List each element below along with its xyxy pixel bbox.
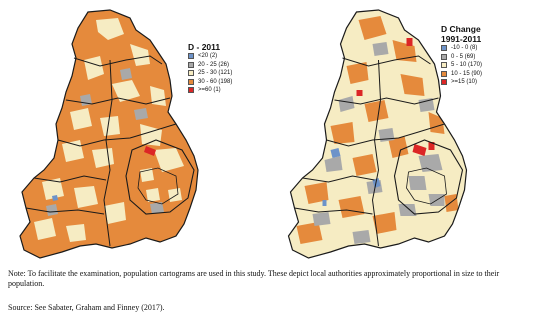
cartogram-regions bbox=[288, 10, 467, 258]
legend-swatch bbox=[441, 53, 447, 60]
legend-title: D Change bbox=[441, 24, 481, 34]
legend-item: -10 - 0 (8) bbox=[441, 44, 482, 53]
legend-swatch bbox=[188, 87, 194, 94]
legend-item-label: >=15 (10) bbox=[451, 79, 478, 86]
cartogram-map-change bbox=[287, 9, 468, 259]
legend-item-label: 10 - 15 (90) bbox=[451, 70, 483, 77]
legend-item-label: >=60 (1) bbox=[198, 87, 221, 94]
legend-swatch bbox=[441, 45, 447, 52]
legend-swatch bbox=[441, 79, 447, 86]
figure-note: Note: To facilitate the examination, pop… bbox=[8, 269, 500, 288]
legend-swatch bbox=[188, 61, 194, 68]
legend-subtitle: 1991-2011 bbox=[441, 34, 482, 44]
region-boundaries bbox=[19, 9, 199, 259]
legend-item-label: <20 (2) bbox=[198, 53, 218, 60]
legend-swatch bbox=[441, 70, 447, 77]
figure-source: Source: See Sabater, Graham and Finney (… bbox=[8, 303, 165, 312]
legend-title: D - 2011 bbox=[188, 42, 221, 52]
legend-swatch bbox=[188, 53, 194, 60]
cartogram-regions bbox=[20, 10, 198, 258]
legend-swatch bbox=[188, 78, 194, 85]
legend-change: D Change 1991-2011 -10 - 0 (8) 0 - 5 (69… bbox=[441, 24, 482, 87]
legend-item: 30 - 60 (198) bbox=[188, 78, 232, 87]
legend-item: >=15 (10) bbox=[441, 78, 482, 87]
legend-item-label: 20 - 25 (26) bbox=[198, 61, 230, 68]
legend-item-label: 25 - 30 (121) bbox=[198, 70, 233, 77]
cartogram-map-2011 bbox=[19, 9, 199, 259]
legend-item: >=60 (1) bbox=[188, 86, 232, 95]
legend-item: <20 (2) bbox=[188, 52, 232, 61]
legend-item-label: -10 - 0 (8) bbox=[451, 45, 478, 52]
legend-item-label: 30 - 60 (198) bbox=[198, 78, 233, 85]
legend-item: 25 - 30 (121) bbox=[188, 69, 232, 78]
legend-swatch bbox=[188, 70, 194, 77]
legend-item: 10 - 15 (90) bbox=[441, 70, 482, 79]
legend-item: 5 - 10 (170) bbox=[441, 61, 482, 70]
legend-swatch bbox=[441, 62, 447, 69]
legend-item-label: 5 - 10 (170) bbox=[451, 62, 483, 69]
region-boundaries bbox=[287, 9, 468, 259]
legend-item-label: 0 - 5 (69) bbox=[451, 53, 476, 60]
legend-item: 20 - 25 (26) bbox=[188, 61, 232, 70]
legend-item: 0 - 5 (69) bbox=[441, 53, 482, 62]
legend-2011: D - 2011 <20 (2) 20 - 25 (26) 25 - 30 (1… bbox=[188, 42, 232, 95]
